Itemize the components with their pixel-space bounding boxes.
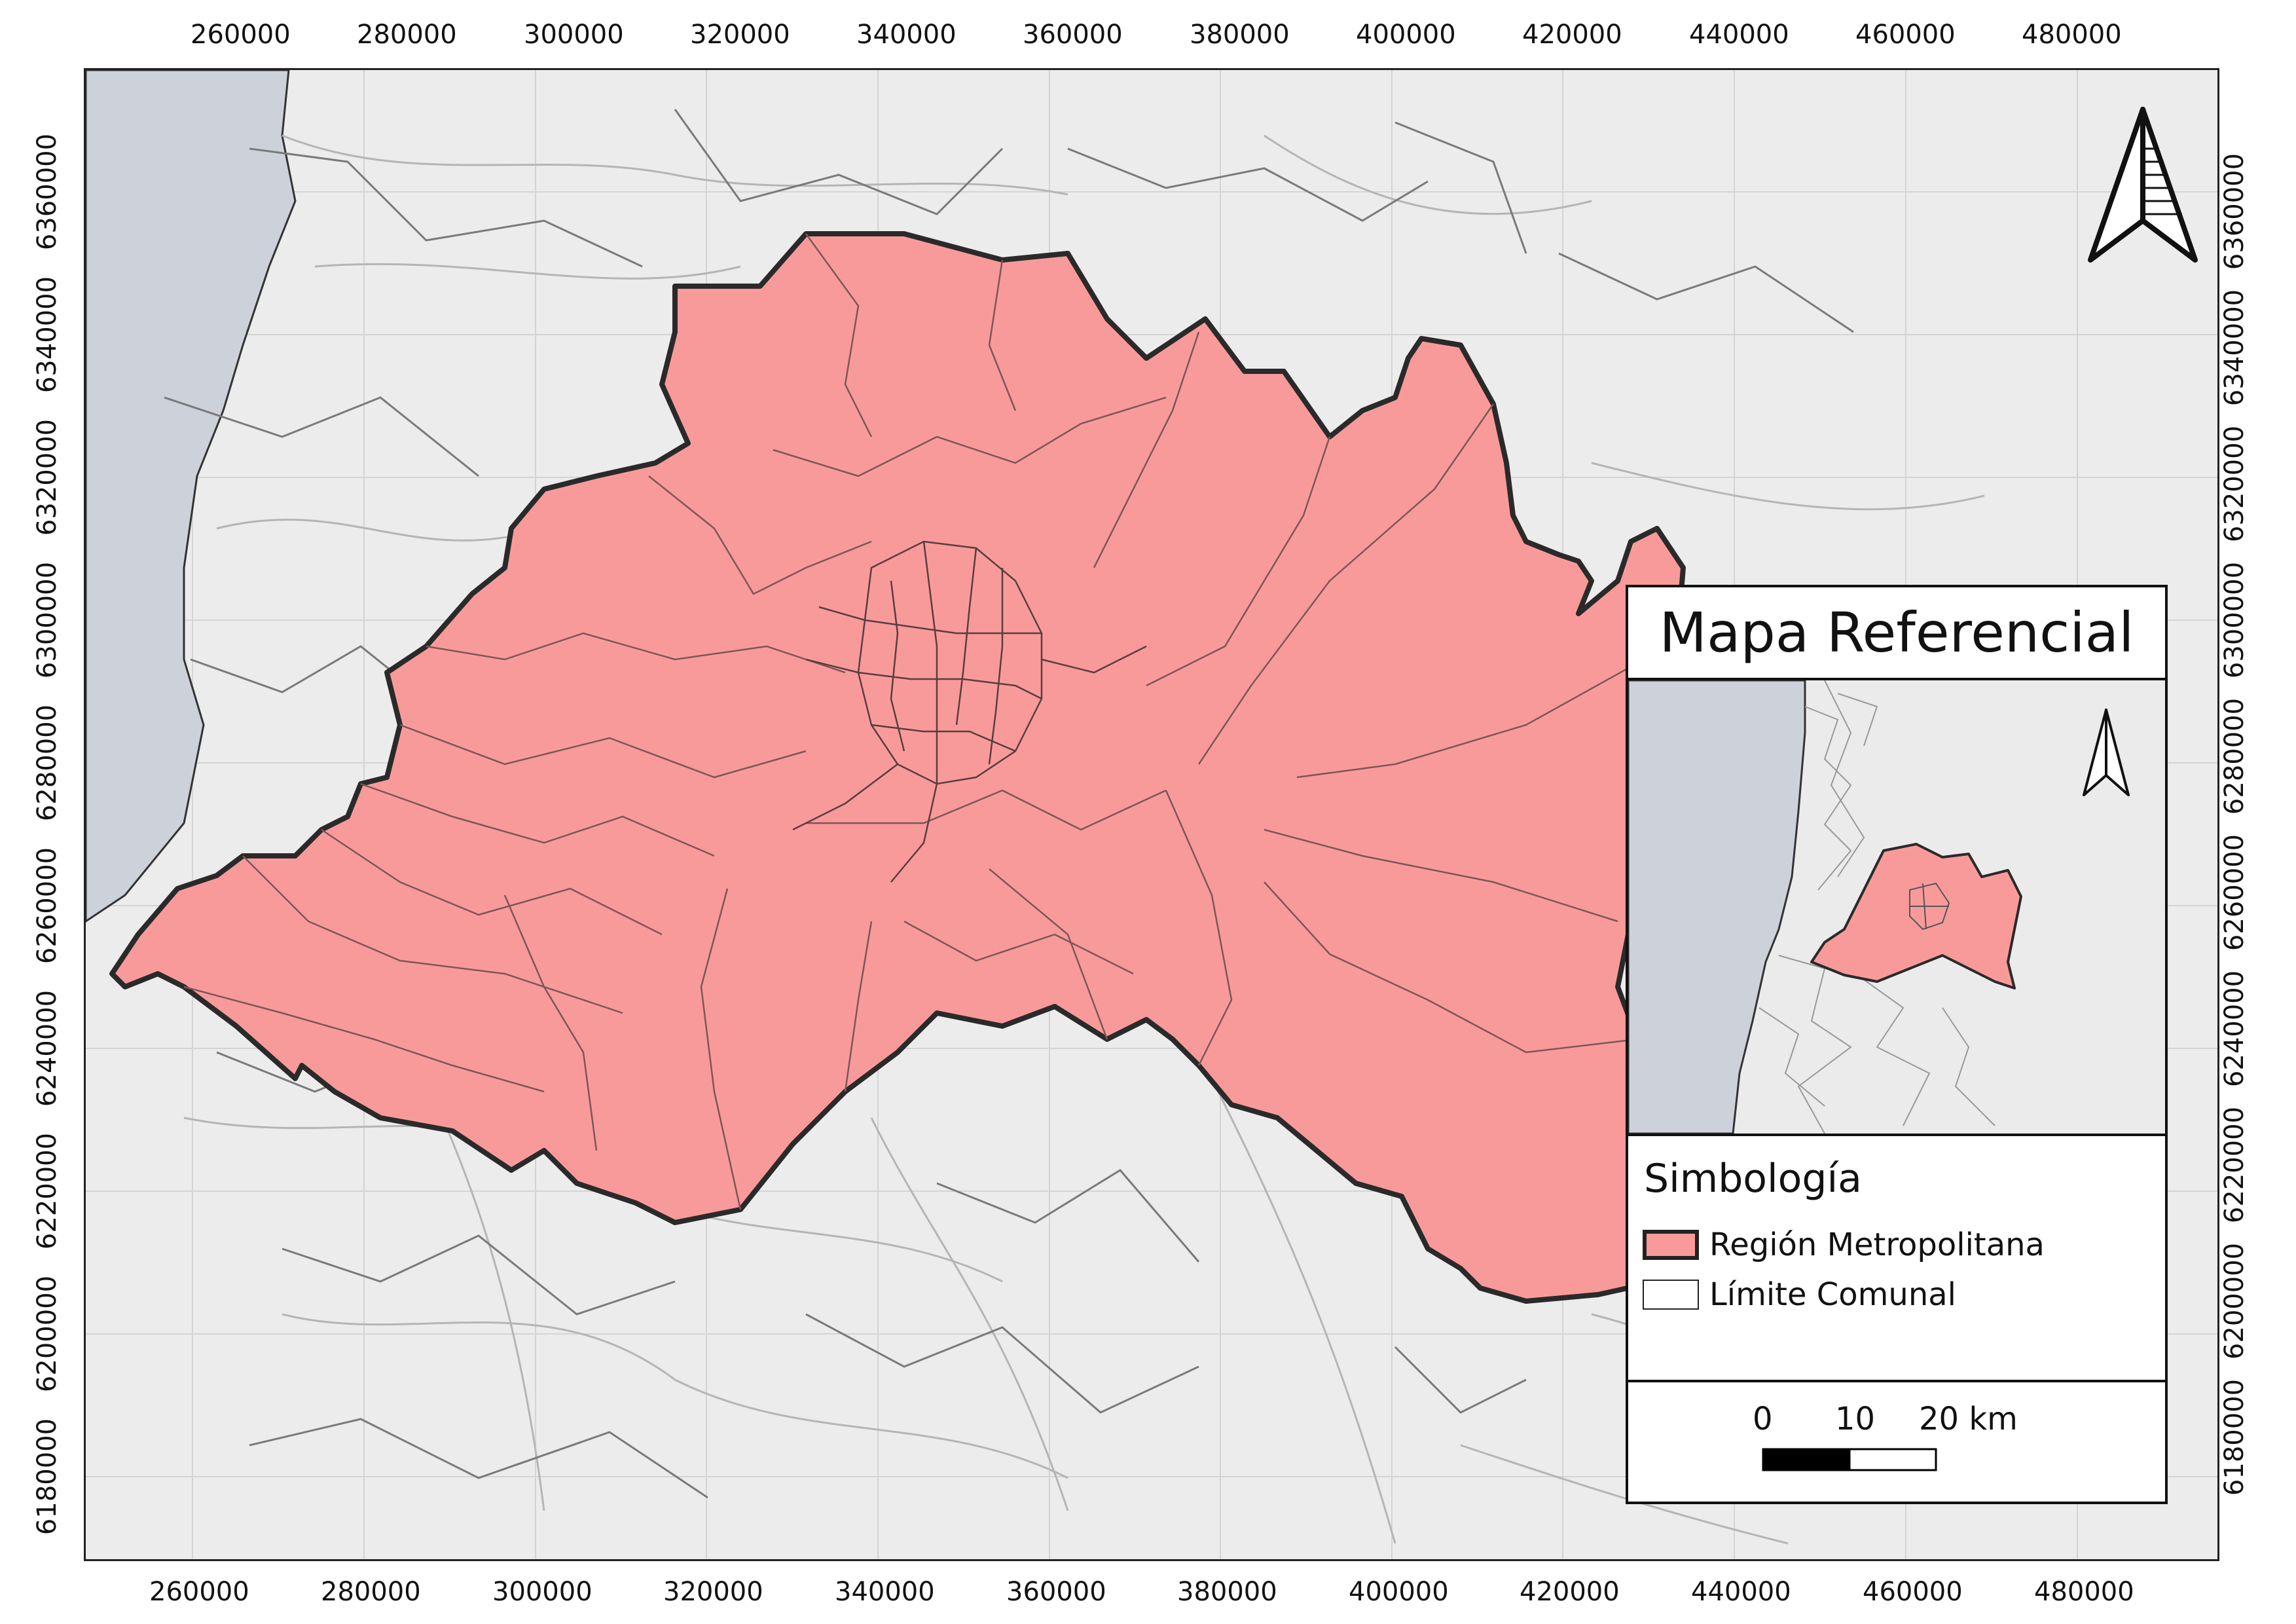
reference-urban-core [1909, 882, 1950, 931]
reference-north-arrow-icon [2083, 709, 2130, 796]
reference-comunas [1758, 680, 1995, 1134]
x-tick-label: 300000 [492, 1577, 592, 1607]
x-tick-label: 280000 [357, 20, 457, 50]
comunal-boundaries-inside [183, 233, 1645, 1210]
x-tick-label: 280000 [321, 1577, 421, 1607]
x-tick-label: 480000 [2034, 1577, 2134, 1607]
x-tick-label: 340000 [835, 1577, 935, 1607]
scale-bar: 0 10 20 km [1628, 1382, 2165, 1504]
sea-area [86, 70, 297, 923]
scale-label: 20 km [1919, 1401, 2018, 1437]
scale-label: 0 [1753, 1401, 1773, 1437]
legend-title: Simbología [1644, 1156, 1862, 1202]
x-tick-label: 360000 [1023, 20, 1123, 50]
y-tick-label: 6200000 [2219, 1242, 2250, 1360]
legend-item: Límite Comunal [1643, 1276, 1956, 1313]
legend-item: Región Metropolitana [1643, 1227, 2045, 1263]
y-tick-label: 6340000 [2219, 289, 2250, 407]
reference-map-canvas [1628, 680, 2165, 1134]
y-tick-label: 6180000 [32, 1418, 63, 1536]
inset-title: Mapa Referencial [1659, 600, 2134, 665]
legend-label: Límite Comunal [1709, 1276, 1957, 1313]
x-tick-label: 420000 [1520, 1577, 1620, 1607]
y-tick-label: 6220000 [32, 1132, 63, 1250]
x-tick-label: 380000 [1177, 1577, 1277, 1607]
scale-bar-graphic [1762, 1448, 1937, 1471]
y-tick-label: 6260000 [32, 847, 63, 965]
x-tick-label: 480000 [2022, 20, 2122, 50]
x-tick-label: 260000 [149, 1577, 249, 1607]
y-tick-label: 6360000 [2219, 153, 2250, 270]
x-tick-label: 300000 [524, 20, 624, 50]
x-tick-label: 460000 [1855, 20, 1956, 50]
x-tick-label: 440000 [1691, 1577, 1791, 1607]
reference-sea [1628, 680, 1806, 1134]
y-tick-label: 6260000 [2219, 834, 2250, 951]
y-tick-label: 6280000 [2219, 697, 2250, 815]
comunal-boundaries-outside [164, 109, 1854, 1499]
y-tick-label: 6300000 [2219, 561, 2250, 679]
x-tick-label: 380000 [1190, 20, 1290, 50]
y-tick-label: 6180000 [2219, 1378, 2250, 1496]
y-tick-label: 6240000 [32, 989, 63, 1107]
x-tick-label: 460000 [1863, 1577, 1963, 1607]
y-tick-label: 6240000 [2219, 970, 2250, 1088]
legend-swatch-region [1643, 1230, 1699, 1260]
reference-region-metropolitana [1810, 843, 2022, 989]
x-tick-label: 400000 [1349, 1577, 1449, 1607]
x-tick-label: 440000 [1689, 20, 1789, 50]
x-tick-label: 360000 [1006, 1577, 1106, 1607]
x-tick-label: 320000 [663, 1577, 763, 1607]
inset-title-row: Mapa Referencial [1628, 587, 2165, 680]
scale-label: 10 [1835, 1401, 1876, 1437]
y-tick-label: 6220000 [2219, 1106, 2250, 1224]
x-tick-label: 320000 [690, 20, 790, 50]
urban-core-boundaries [792, 540, 1147, 883]
reference-map[interactable] [1628, 680, 2165, 1136]
inset-panel: Mapa Referencial [1626, 585, 2168, 1504]
y-tick-label: 6320000 [2219, 425, 2250, 543]
x-tick-label: 400000 [1356, 20, 1456, 50]
y-tick-label: 6200000 [32, 1275, 63, 1393]
y-tick-label: 6280000 [32, 704, 63, 822]
legend: Simbología Región Metropolitana Límite C… [1628, 1136, 2165, 1382]
legend-label: Región Metropolitana [1709, 1227, 2045, 1263]
x-tick-label: 260000 [191, 20, 291, 50]
x-tick-label: 340000 [856, 20, 957, 50]
y-tick-label: 6320000 [32, 418, 63, 536]
y-tick-label: 6300000 [32, 561, 63, 679]
legend-swatch-comunal [1643, 1280, 1699, 1310]
y-tick-label: 6360000 [32, 133, 63, 251]
y-tick-label: 6340000 [32, 276, 63, 394]
north-arrow-icon [2088, 107, 2198, 263]
x-tick-label: 420000 [1522, 20, 1622, 50]
